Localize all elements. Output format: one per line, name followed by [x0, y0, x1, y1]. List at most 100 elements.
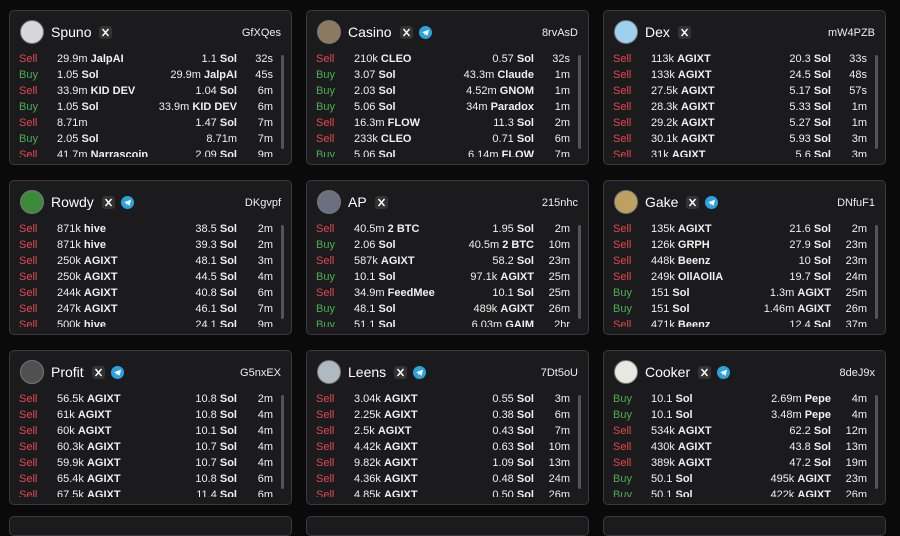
amount: 1.3m [769, 287, 795, 299]
wallet-name[interactable]: Gake [645, 194, 679, 210]
amount: 135k [651, 223, 675, 235]
token: Sol [813, 255, 831, 267]
telegram-link[interactable] [413, 366, 426, 379]
amount: 19.7 [789, 271, 811, 283]
telegram-link[interactable] [121, 196, 134, 209]
token: Sol [813, 457, 831, 469]
trade-row: Sell 871k hive 39.3 Sol 2m [10, 237, 291, 253]
amount: 247k [57, 303, 81, 315]
amount: 0.57 [492, 53, 514, 65]
token: Sol [516, 441, 534, 453]
token: Pepe [804, 409, 831, 421]
x-link[interactable] [686, 196, 699, 209]
trade-side: Sell [316, 393, 335, 405]
amount-in: 448k Beenz [651, 253, 710, 269]
x-link[interactable] [400, 26, 413, 39]
amount-out: 6.14m FLOW [468, 147, 534, 157]
token: AGIXT [677, 457, 712, 469]
amount-out: 1.46m AGIXT [764, 301, 831, 317]
x-link[interactable] [678, 26, 691, 39]
wallet-name[interactable]: AP [348, 194, 367, 210]
trade-time: 4m [257, 441, 273, 453]
amount: 4.42k [354, 441, 381, 453]
amount: 28.3k [651, 101, 678, 113]
amount-out: 24.1 Sol [195, 317, 237, 327]
token: Sol [516, 117, 534, 129]
telegram-link[interactable] [419, 26, 432, 39]
amount-out: 38.5 Sol [195, 221, 237, 237]
token: Sol [219, 489, 237, 497]
token: Sol [675, 393, 693, 405]
trade-side: Sell [19, 85, 38, 97]
trade-time: 6m [257, 473, 273, 485]
trade-time: 2m [554, 117, 570, 129]
x-link[interactable] [394, 366, 407, 379]
amount-out: 1.47 Sol [195, 115, 237, 131]
token: JalpAI [90, 53, 124, 65]
token: AGIXT [83, 287, 118, 299]
token: Sol [675, 409, 693, 421]
trade-side: Sell [19, 409, 38, 421]
telegram-link[interactable] [717, 366, 730, 379]
token: Sol [378, 101, 396, 113]
trade-time: 25m [845, 287, 867, 299]
tracker-card: Spuno GfXQes Sell 29.9m JalpAI 1.1 Sol 32s Buy… [9, 10, 292, 165]
trade-row: Buy 50.1 Sol 495k AGIXT 23m [604, 471, 885, 487]
trade-time: 33s [849, 53, 867, 65]
token: Sol [219, 149, 237, 157]
trade-time: 1m [851, 117, 867, 129]
avatar [317, 20, 341, 44]
amount-in: 56.5k AGIXT [57, 391, 121, 407]
amount-out: 489k AGIXT [473, 301, 534, 317]
token: AGIXT [797, 473, 831, 485]
amount: 244k [57, 287, 81, 299]
amount-out: 43.8 Sol [789, 439, 831, 455]
x-link[interactable] [698, 366, 711, 379]
amount-in: 10.1 Sol [651, 391, 693, 407]
wallet-name[interactable]: Cooker [645, 364, 691, 380]
trade-time: 3m [851, 149, 867, 157]
x-link[interactable] [375, 196, 388, 209]
token: KID DEV [192, 101, 237, 113]
x-link[interactable] [92, 366, 105, 379]
amount-out: 0.57 Sol [492, 51, 534, 67]
wallet-name[interactable]: Rowdy [51, 194, 94, 210]
x-link[interactable] [99, 26, 112, 39]
amount: 33.9m [57, 85, 88, 97]
token: AGIXT [383, 409, 418, 421]
trade-row: Sell 8.71m 1.47 Sol 7m [10, 115, 291, 131]
trade-side: Buy [613, 393, 632, 405]
card-stub [603, 516, 886, 536]
trade-row: Buy 48.1 Sol 489k AGIXT 26m [307, 301, 588, 317]
wallet-name[interactable]: Casino [348, 24, 392, 40]
amount: 5.06 [354, 101, 376, 113]
amount: 210k [354, 53, 378, 65]
token: Sol [813, 271, 831, 283]
wallet-name[interactable]: Leens [348, 364, 387, 380]
trade-side: Buy [316, 303, 335, 315]
token: Sol [219, 393, 237, 405]
telegram-link[interactable] [705, 196, 718, 209]
wallet-name[interactable]: Spuno [51, 24, 92, 40]
amount-in: 28.3k AGIXT [651, 99, 715, 115]
token: Sol [813, 149, 831, 157]
token: AGIXT [86, 457, 121, 469]
amount-out: 10.8 Sol [195, 471, 237, 487]
token: hive [83, 239, 106, 251]
token: FLOW [501, 149, 534, 157]
trade-time: 6m [257, 85, 273, 97]
trade-row: Sell 233k CLEO 0.71 Sol 6m [307, 131, 588, 147]
x-link[interactable] [102, 196, 115, 209]
amount: 6.03m [471, 319, 503, 327]
wallet-name[interactable]: Profit [51, 364, 84, 380]
token: AGIXT [83, 303, 118, 315]
token: AGIXT [680, 85, 715, 97]
amount-out: 0.50 Sol [492, 487, 534, 497]
amount: 20.3 [789, 53, 811, 65]
wallet-name[interactable]: Dex [645, 24, 670, 40]
wallet-code: 7Dt5oU [540, 367, 578, 379]
trade-row: Sell 4.85k AGIXT 0.50 Sol 26m [307, 487, 588, 497]
amount-out: 495k AGIXT [770, 471, 831, 487]
token: Sol [813, 101, 831, 113]
telegram-link[interactable] [111, 366, 124, 379]
